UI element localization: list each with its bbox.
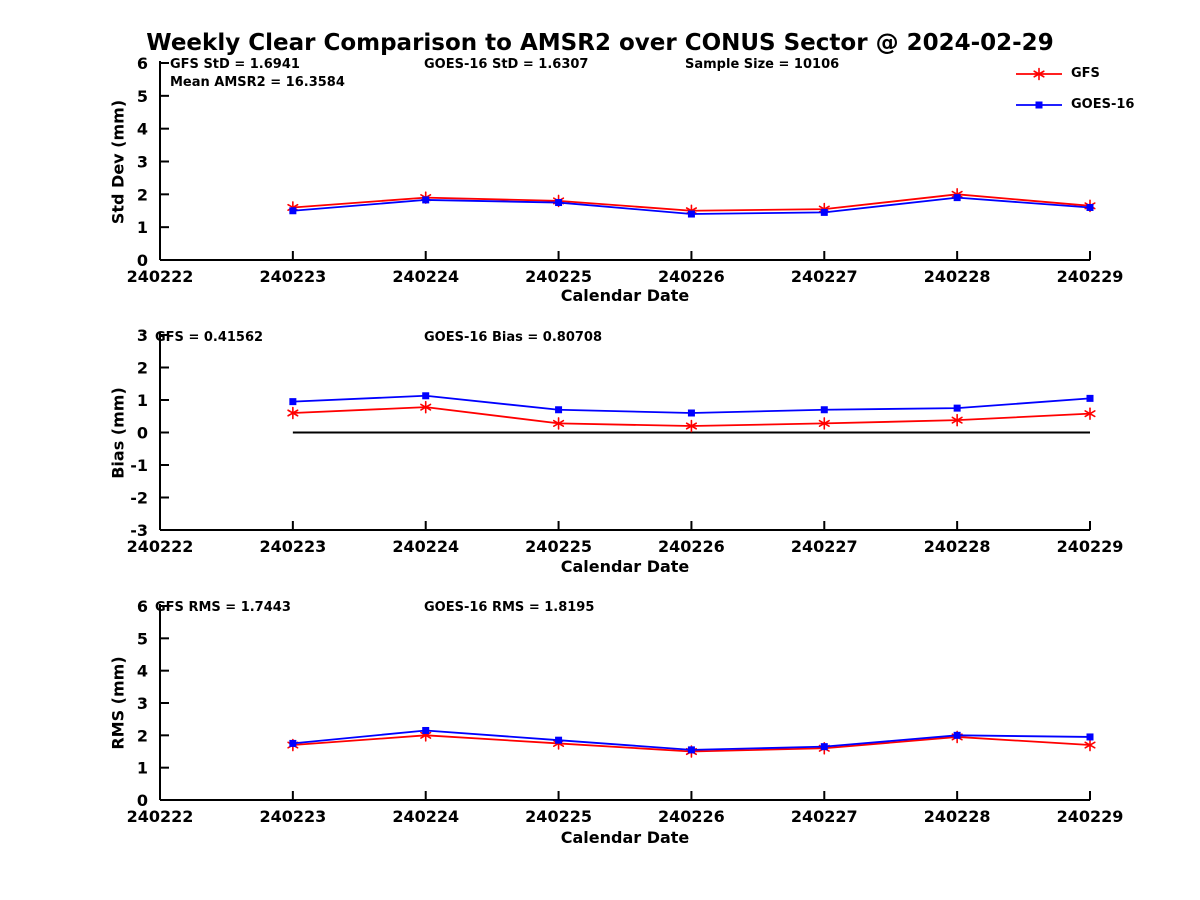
gfs-line-marker-icon — [1016, 67, 1062, 80]
svg-text:240222: 240222 — [127, 807, 194, 826]
svg-text:-1: -1 — [130, 456, 148, 475]
svg-text:240223: 240223 — [259, 537, 326, 556]
legend-item-goes16: GOES-16 — [1014, 89, 1134, 120]
svg-text:4: 4 — [137, 662, 148, 681]
legend-label-goes16: GOES-16 — [1071, 97, 1135, 112]
svg-text:240229: 240229 — [1057, 537, 1124, 556]
goes16-line-marker-icon — [1016, 101, 1062, 108]
xlabel-bias: Calendar Date — [560, 557, 690, 576]
annotation-sample-size: Sample Size = 10106 — [685, 57, 840, 72]
svg-text:240225: 240225 — [525, 267, 592, 286]
svg-text:240229: 240229 — [1057, 807, 1124, 826]
svg-text:6: 6 — [137, 54, 148, 73]
svg-text:240226: 240226 — [658, 537, 725, 556]
svg-text:240227: 240227 — [791, 807, 858, 826]
ylabel-rms: RMS (mm) — [108, 656, 128, 750]
svg-text:2: 2 — [137, 359, 148, 378]
annotation-gfs-bias: GFS = 0.41562 — [155, 330, 264, 345]
chart-title: Weekly Clear Comparison to AMSR2 over CO… — [146, 30, 1054, 56]
legend: GFS GOES-16 — [1014, 58, 1134, 120]
svg-text:240224: 240224 — [392, 807, 459, 826]
svg-text:240227: 240227 — [791, 537, 858, 556]
legend-item-gfs: GFS — [1014, 58, 1134, 89]
svg-text:5: 5 — [137, 629, 148, 648]
svg-text:0: 0 — [137, 424, 148, 443]
svg-text:0: 0 — [137, 791, 148, 810]
svg-text:4: 4 — [137, 120, 148, 139]
svg-text:240222: 240222 — [127, 267, 194, 286]
svg-text:1: 1 — [137, 759, 148, 778]
svg-text:5: 5 — [137, 87, 148, 106]
annotation-goes-std: GOES-16 StD = 1.6307 — [424, 57, 589, 72]
svg-text:1: 1 — [137, 391, 148, 410]
svg-text:3: 3 — [137, 694, 148, 713]
svg-text:240226: 240226 — [658, 267, 725, 286]
svg-text:240224: 240224 — [392, 537, 459, 556]
svg-text:-3: -3 — [130, 521, 148, 540]
svg-text:240226: 240226 — [658, 807, 725, 826]
svg-text:2: 2 — [137, 726, 148, 745]
annotation-mean-amsr2: Mean AMSR2 = 16.3584 — [170, 75, 345, 90]
ylabel-bias: Bias (mm) — [108, 387, 128, 479]
svg-text:0: 0 — [137, 251, 148, 270]
annotation-goes-bias: GOES-16 Bias = 0.80708 — [424, 330, 603, 345]
svg-text:3: 3 — [137, 153, 148, 172]
svg-text:240229: 240229 — [1057, 267, 1124, 286]
svg-text:240224: 240224 — [392, 267, 459, 286]
svg-text:2: 2 — [137, 185, 148, 204]
annotation-goes-rms: GOES-16 RMS = 1.8195 — [424, 600, 595, 615]
svg-text:240227: 240227 — [791, 267, 858, 286]
svg-text:240223: 240223 — [259, 267, 326, 286]
annotation-gfs-std: GFS StD = 1.6941 — [170, 57, 300, 72]
svg-text:240225: 240225 — [525, 807, 592, 826]
svg-text:240223: 240223 — [259, 807, 326, 826]
svg-text:3: 3 — [137, 326, 148, 345]
svg-text:1: 1 — [137, 218, 148, 237]
xlabel-stddev: Calendar Date — [560, 286, 690, 305]
legend-label-gfs: GFS — [1071, 66, 1100, 81]
svg-text:240225: 240225 — [525, 537, 592, 556]
svg-text:6: 6 — [137, 597, 148, 616]
annotation-gfs-rms: GFS RMS = 1.7443 — [155, 600, 291, 615]
svg-text:240228: 240228 — [924, 537, 991, 556]
svg-text:240222: 240222 — [127, 537, 194, 556]
svg-text:-2: -2 — [130, 489, 148, 508]
ylabel-stddev: Std Dev (mm) — [108, 99, 128, 225]
svg-text:240228: 240228 — [924, 267, 991, 286]
svg-text:240228: 240228 — [924, 807, 991, 826]
xlabel-rms: Calendar Date — [560, 828, 690, 847]
